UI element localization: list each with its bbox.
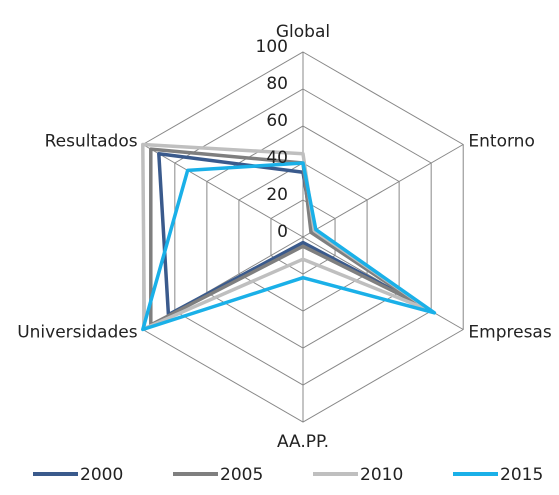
axis-label: Entorno	[468, 132, 534, 152]
legend-label: 2005	[220, 465, 263, 485]
axis-label: AA.PP.	[277, 432, 329, 452]
axis-label: Universidades	[17, 323, 137, 343]
tick-label: 40	[266, 148, 288, 168]
legend-label: 2000	[80, 465, 123, 485]
axis-label: Resultados	[45, 132, 138, 152]
legend-label: 2010	[360, 465, 403, 485]
chart: GlobalEntornoEmpresasAA.PP.Universidades…	[0, 0, 559, 491]
tick-label: 80	[266, 74, 288, 94]
tick-label: 60	[266, 111, 288, 131]
legend-label: 2015	[500, 465, 543, 485]
tick-label: 20	[266, 185, 288, 205]
axis-line	[303, 145, 463, 238]
tick-label: 0	[277, 222, 288, 242]
axis-label: Empresas	[468, 323, 551, 343]
tick-label: 100	[256, 37, 288, 57]
